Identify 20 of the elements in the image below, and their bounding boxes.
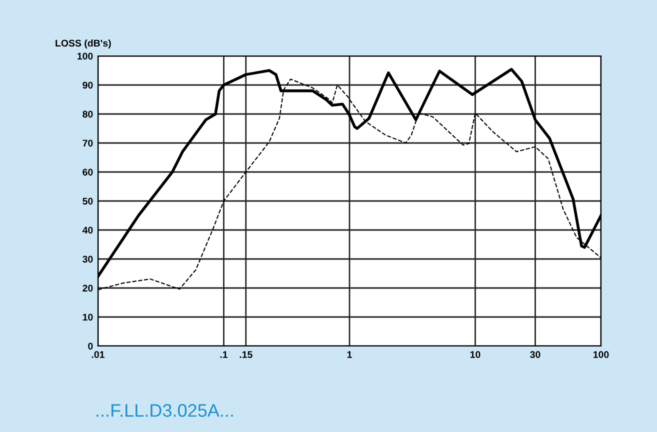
x-tick-label: .15: [240, 351, 252, 358]
x-tick-label: .01: [92, 351, 104, 358]
y-tick-label: 60: [82, 168, 93, 176]
y-tick-label: 30: [82, 256, 93, 263]
x-tick-label: 10: [470, 351, 480, 358]
y-axis-title: LOSS (dB's): [56, 39, 111, 49]
y-tick-label: 10: [82, 314, 93, 321]
text: ...F.LL.D3.025A...: [96, 404, 233, 417]
x-tick-label: .1: [220, 351, 228, 358]
x-tick-label: 100: [594, 351, 609, 358]
x-tick-label: 30: [530, 351, 540, 358]
y-tick-label: 80: [82, 110, 93, 118]
y-tick-label: 100: [78, 52, 93, 60]
y-tick-label: 90: [82, 82, 93, 89]
y-tick-label: 70: [82, 140, 93, 147]
y-tick-label: 50: [82, 198, 93, 205]
y-tick-label: 40: [82, 226, 93, 234]
x-tick-label: 1: [347, 351, 352, 358]
y-tick-label: 20: [82, 284, 93, 292]
y-tick-label: 0: [88, 342, 93, 350]
